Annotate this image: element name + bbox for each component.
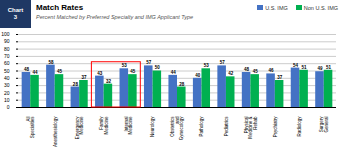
svg-text:40: 40 xyxy=(195,73,201,78)
svg-text:50: 50 xyxy=(155,65,161,70)
svg-text:Pathology: Pathology xyxy=(199,116,204,137)
svg-text:48: 48 xyxy=(244,67,250,72)
html-text:Percent Matched by Preferred S: Percent Matched by Preferred Specialty a… xyxy=(36,14,194,20)
svg-text:0: 0 xyxy=(7,104,10,110)
svg-text:28: 28 xyxy=(179,82,185,87)
svg-text:51: 51 xyxy=(302,65,308,70)
html-text:Non U.S. IMG: Non U.S. IMG xyxy=(303,4,338,11)
svg-text:AllSpecialties: AllSpecialties xyxy=(26,116,35,139)
html-text:Match Rates: Match Rates xyxy=(36,3,84,12)
svg-text:PhysicalMedicine &Rehab: PhysicalMedicine &Rehab xyxy=(244,116,258,139)
svg-text:57: 57 xyxy=(220,60,226,65)
svg-text:43: 43 xyxy=(97,71,103,76)
svg-text:58: 58 xyxy=(48,60,54,65)
svg-text:EmergencyMedicine: EmergencyMedicine xyxy=(75,116,85,140)
svg-text:100: 100 xyxy=(1,31,10,37)
svg-text:10: 10 xyxy=(4,97,10,103)
svg-text:Neurology: Neurology xyxy=(150,116,155,137)
svg-text:40: 40 xyxy=(4,75,10,81)
svg-text:54: 54 xyxy=(293,63,299,68)
svg-text:32: 32 xyxy=(106,79,112,84)
svg-text:30: 30 xyxy=(4,82,10,88)
svg-text:20: 20 xyxy=(4,90,10,96)
svg-text:46: 46 xyxy=(269,68,275,73)
svg-text:Pediatrics: Pediatrics xyxy=(224,116,229,137)
svg-text:50: 50 xyxy=(4,68,10,74)
svg-text:28: 28 xyxy=(73,82,79,87)
svg-text:45: 45 xyxy=(253,69,259,74)
svg-text:Anesthesiology: Anesthesiology xyxy=(53,116,58,147)
html-text:U.S. IMG: U.S. IMG xyxy=(265,4,288,11)
svg-text:57: 57 xyxy=(146,60,152,65)
svg-text:37: 37 xyxy=(81,75,87,80)
svg-text:53: 53 xyxy=(122,63,128,68)
svg-text:ObstetricsandGynecology: ObstetricsandGynecology xyxy=(170,116,184,141)
svg-text:Psychiatry: Psychiatry xyxy=(273,116,278,138)
svg-text:SurgeryGeneral: SurgeryGeneral xyxy=(319,116,329,133)
svg-text:44: 44 xyxy=(171,70,177,75)
svg-text:70: 70 xyxy=(4,53,10,59)
svg-text:42: 42 xyxy=(228,71,234,76)
svg-text:80: 80 xyxy=(4,46,10,52)
svg-text:InternalMedicine: InternalMedicine xyxy=(124,116,134,135)
svg-text:60: 60 xyxy=(4,60,10,66)
svg-text:51: 51 xyxy=(326,65,332,70)
svg-text:Radiology: Radiology xyxy=(297,116,302,137)
svg-text:53: 53 xyxy=(204,63,210,68)
svg-text:37: 37 xyxy=(277,75,283,80)
svg-text:49: 49 xyxy=(317,66,323,71)
html-text:Chart 3: Chart 3 xyxy=(7,7,24,20)
svg-text:45: 45 xyxy=(57,69,63,74)
svg-text:45: 45 xyxy=(130,69,136,74)
svg-text:FamilyMedicine: FamilyMedicine xyxy=(99,116,109,135)
svg-text:90: 90 xyxy=(4,38,10,44)
svg-text:44: 44 xyxy=(33,70,39,75)
svg-text:48: 48 xyxy=(24,67,30,72)
